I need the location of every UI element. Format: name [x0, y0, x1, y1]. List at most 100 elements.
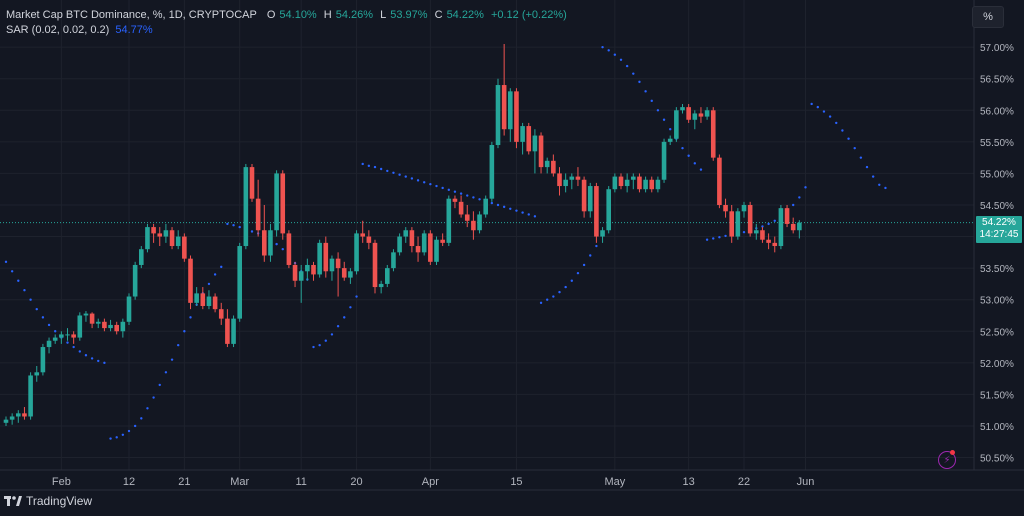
sar-dot [238, 225, 241, 229]
percent-scale-button[interactable]: % [972, 6, 1004, 28]
candle-up [40, 347, 46, 373]
candle-up [378, 283, 384, 288]
sar-dot [416, 179, 420, 182]
y-tick-label: 52.00% [980, 359, 1014, 370]
sar-dot [133, 424, 137, 428]
sar-dot [693, 162, 696, 165]
candle-down [341, 268, 347, 278]
candle-down [747, 204, 753, 234]
candle-up [126, 296, 132, 322]
candle-up [385, 268, 390, 284]
sar-dot [767, 222, 770, 226]
last-price-tag: 54.22% 14:27:45 [976, 215, 1022, 243]
candle-down [360, 233, 365, 237]
candle-down [372, 242, 378, 288]
candle-up [403, 230, 409, 237]
sar-dot [816, 105, 819, 109]
sar-dot [10, 270, 14, 273]
candle-down [114, 324, 119, 332]
legend-close: 54.22% [446, 9, 484, 21]
sar-dot [502, 205, 506, 209]
legend-sar-value: 54.77% [115, 24, 153, 36]
candle-up [108, 324, 113, 329]
candle-down [790, 223, 796, 231]
candle-down [409, 230, 415, 247]
x-tick-label: Feb [52, 476, 71, 488]
sar-dot [183, 330, 186, 333]
sar-dot [619, 58, 623, 61]
legend-low: 53.97% [390, 9, 428, 21]
candle-up [741, 204, 747, 212]
lightning-icon[interactable]: ⚡ [938, 451, 956, 469]
sar-dot [472, 196, 475, 199]
sar-dot [558, 290, 561, 294]
sar-dot [158, 383, 161, 387]
sar-dot [878, 183, 881, 186]
sar-dot [761, 225, 764, 228]
candle-down [335, 258, 341, 269]
sar-dot [275, 242, 278, 246]
candle-down [255, 198, 261, 231]
candle-up [237, 246, 242, 319]
candle-down [102, 321, 107, 329]
sar-dot [589, 254, 592, 257]
brand-name: TradingView [26, 494, 93, 508]
sar-dot [29, 298, 32, 301]
candle-up [587, 186, 593, 212]
candle-down [71, 334, 76, 338]
candle-down [772, 242, 778, 247]
candle-down [760, 230, 765, 240]
notification-dot [950, 450, 955, 455]
x-tick-label: Apr [422, 476, 439, 488]
candle-up [508, 91, 513, 130]
sar-dot [318, 343, 321, 347]
footer-bar [0, 490, 1024, 511]
sar-dot [681, 146, 684, 150]
sar-dot [232, 223, 235, 227]
candle-down [366, 236, 372, 243]
sar-dot [632, 72, 635, 75]
candle-up [655, 179, 661, 190]
candle-down [458, 201, 464, 215]
sar-dot [343, 316, 346, 319]
sar-dot [822, 110, 826, 113]
candle-up [563, 179, 568, 187]
legend-change: +0.12 (+0.22%) [490, 9, 567, 21]
tradingview-brand[interactable]: TradingView [4, 494, 92, 508]
candle-down [452, 198, 458, 202]
sar-dot [798, 196, 801, 199]
sar-dot [853, 146, 856, 150]
sar-dot [804, 186, 807, 189]
sar-dot [373, 165, 377, 169]
sar-dot [361, 162, 364, 166]
sar-dot [4, 260, 8, 264]
sar-dot [521, 211, 524, 214]
candle-down [710, 110, 716, 158]
sar-dot [250, 230, 254, 233]
candle-up [778, 208, 784, 247]
sar-dot [576, 271, 580, 275]
candle-up [735, 211, 741, 237]
legend-close-label: C [434, 9, 443, 21]
sar-dot [152, 396, 155, 399]
candle-up [797, 222, 802, 231]
sar-dot [533, 215, 537, 218]
candle-up [194, 293, 199, 303]
candle-down [218, 309, 224, 319]
candle-up [612, 176, 618, 190]
sar-dot [607, 49, 610, 52]
y-tick-label: 55.00% [980, 169, 1014, 180]
y-tick-label: 54.50% [980, 201, 1014, 212]
legend-low-label: L [380, 9, 387, 21]
sar-dot [54, 330, 57, 333]
candle-up [391, 252, 396, 269]
sar-dot [189, 316, 192, 319]
candle-up [28, 375, 33, 417]
sar-dot [466, 194, 469, 197]
sar-dot [835, 121, 838, 125]
sar-dot [478, 198, 481, 201]
candle-down [766, 239, 771, 243]
sar-dot [687, 154, 690, 157]
